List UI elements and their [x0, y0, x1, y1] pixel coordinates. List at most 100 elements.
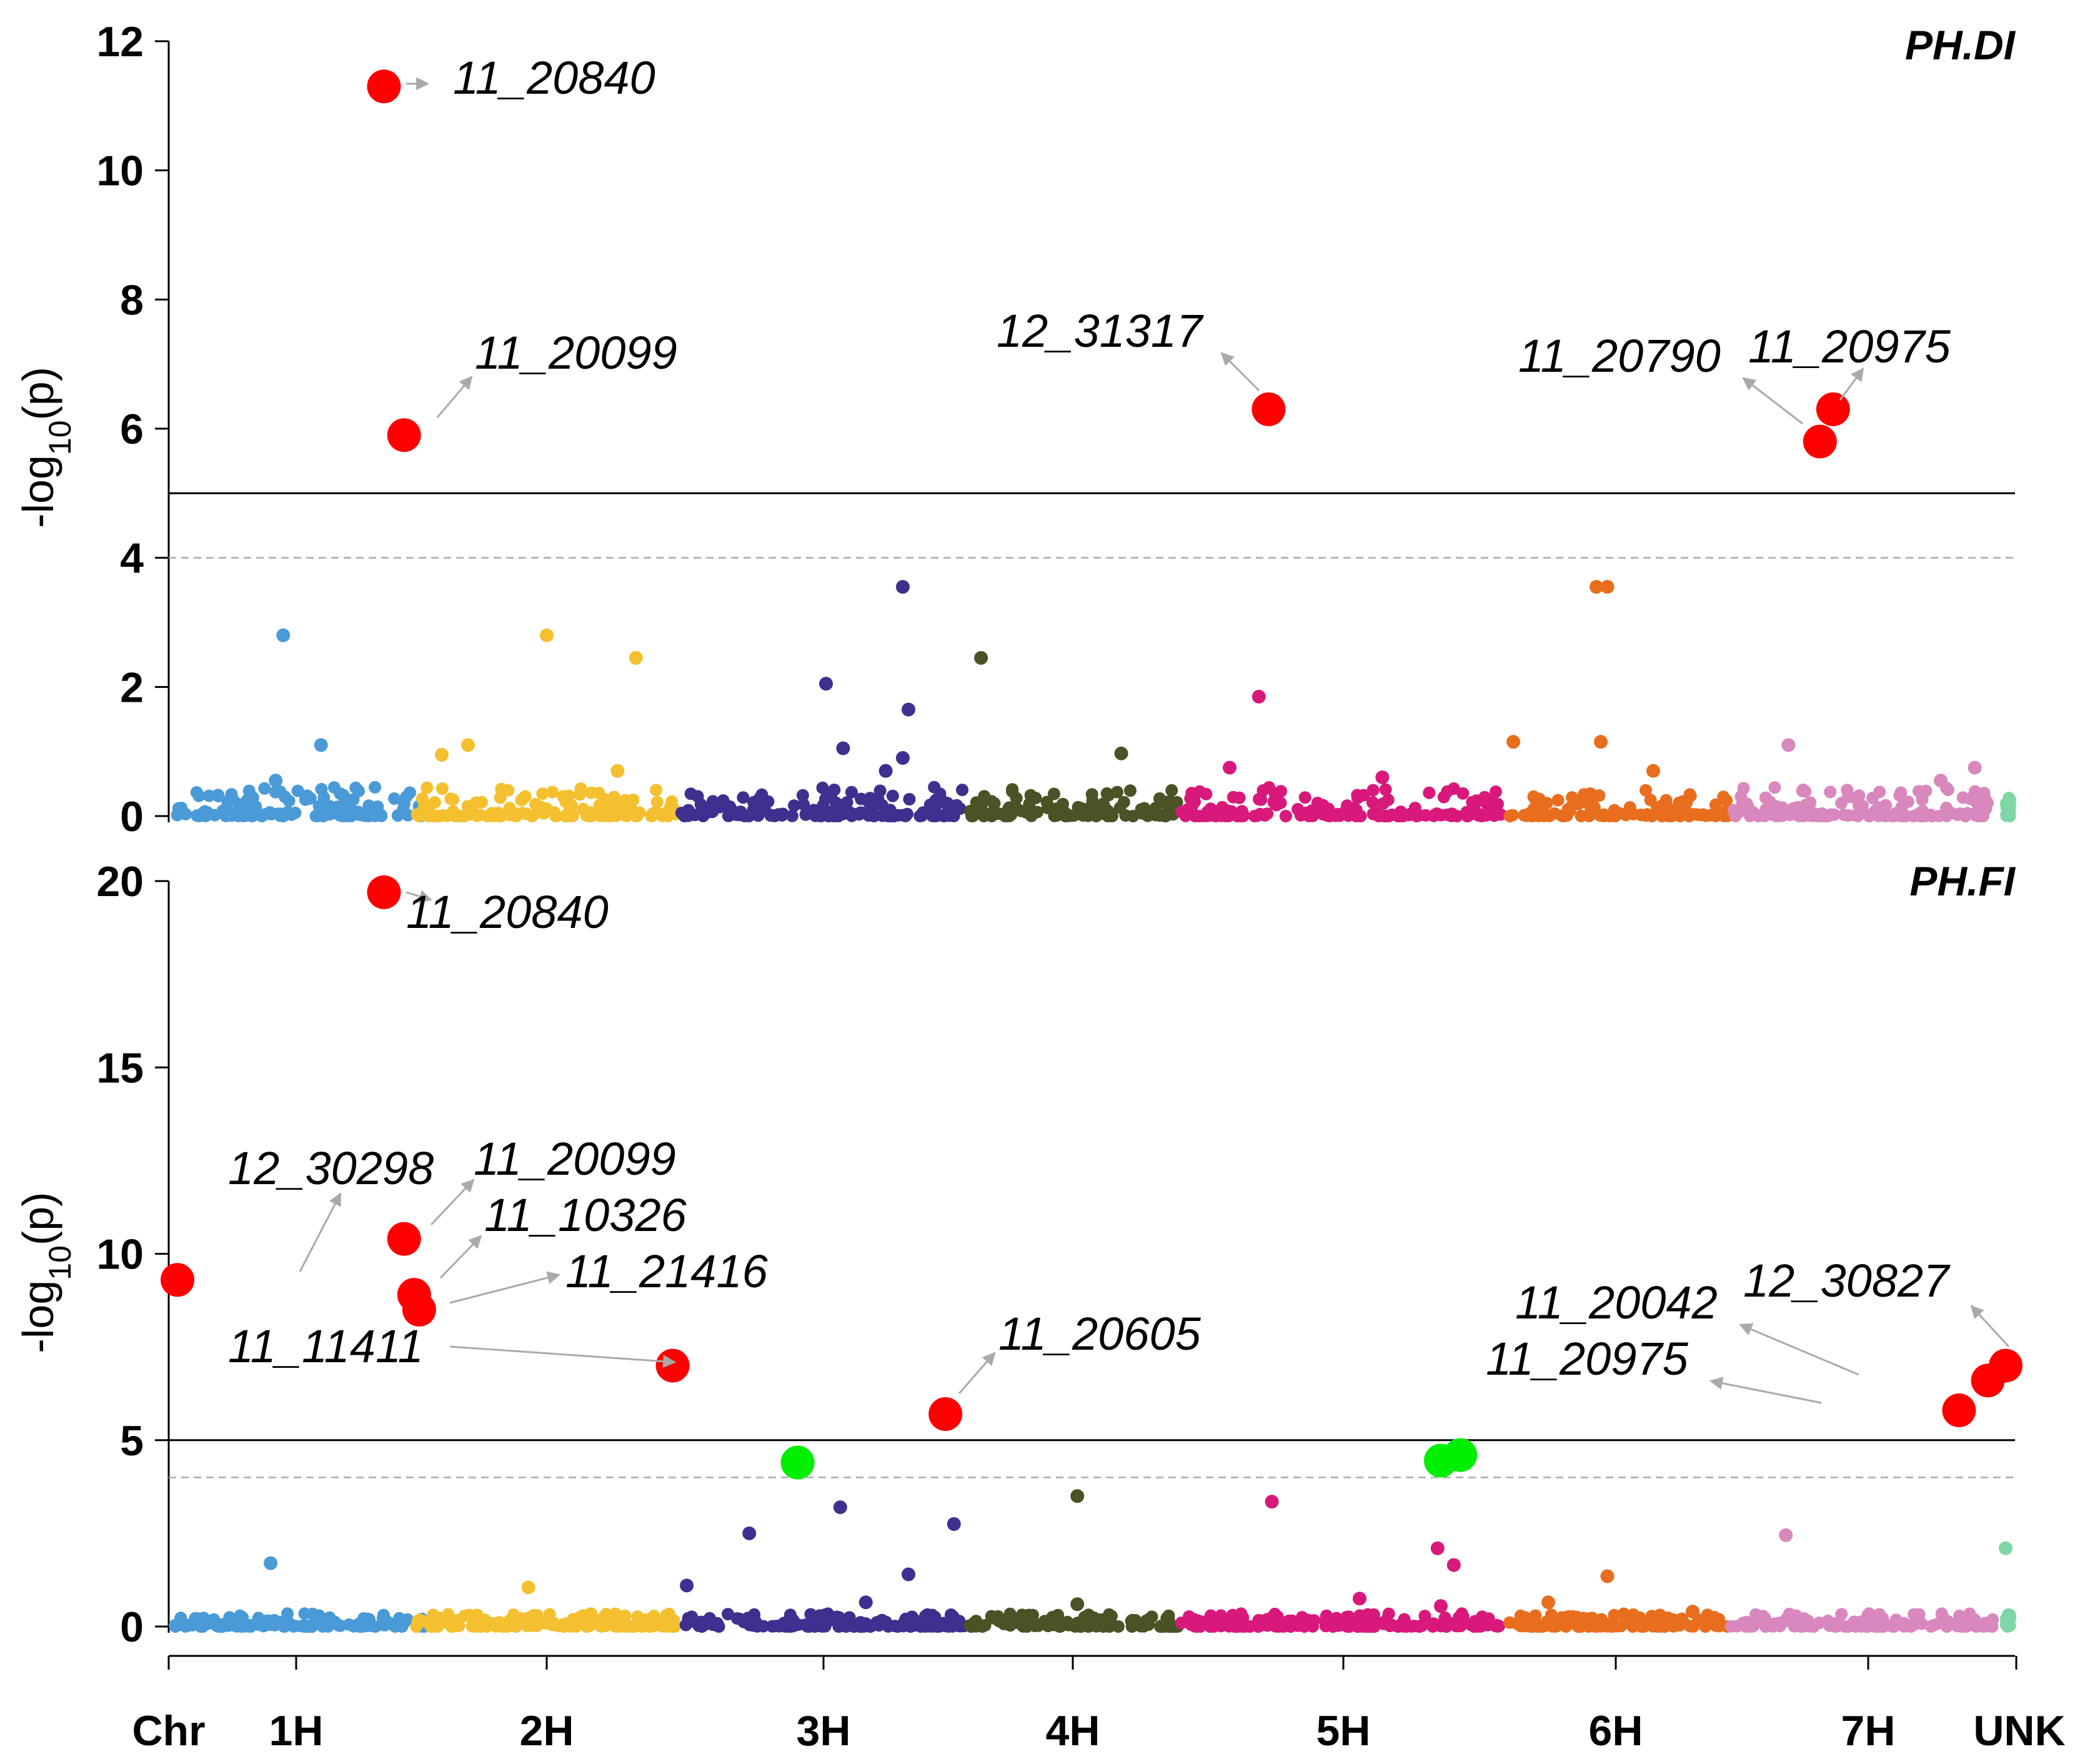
- baseline-point: [1863, 809, 1876, 822]
- baseline-point: [489, 1620, 502, 1633]
- baseline-point: [737, 791, 750, 804]
- baseline-point: [503, 809, 516, 822]
- baseline-point: [1366, 796, 1379, 809]
- panel-ph-di: 0 2 4 6 8 10 12 -log10(p) PH.DI 11_20840 11_20099 1…: [14, 18, 2017, 840]
- baseline-point: [1588, 790, 1601, 804]
- baseline-point: [856, 806, 869, 819]
- baseline-point: [1296, 1611, 1308, 1624]
- baseline-point: [788, 799, 800, 812]
- baseline-point: [753, 792, 766, 805]
- baseline-point: [440, 1611, 453, 1624]
- baseline-point: [1005, 808, 1018, 821]
- baseline-point: [445, 1620, 458, 1633]
- baseline-point: [337, 789, 350, 802]
- baseline-point: [1550, 1620, 1563, 1633]
- baseline-point: [1341, 799, 1353, 812]
- baseline-point: [805, 1618, 818, 1632]
- baseline-point: [1040, 795, 1053, 809]
- baseline-point: [1799, 785, 1812, 798]
- baseline-point: [997, 1617, 1010, 1630]
- label-arrow: [958, 1352, 996, 1394]
- baseline-point: [219, 809, 232, 822]
- label-arrow: [439, 1235, 482, 1279]
- baseline-point: [843, 806, 857, 819]
- label-arrow: [299, 1192, 342, 1272]
- snp-point: [461, 738, 475, 752]
- snp-point: [1430, 1541, 1445, 1555]
- snp-point: [1594, 735, 1608, 749]
- snp-point: [264, 1556, 278, 1570]
- baseline-point: [845, 785, 858, 799]
- baseline-point: [388, 792, 401, 805]
- baseline-point: [757, 1620, 770, 1633]
- baseline-point: [819, 792, 832, 805]
- baseline-point: [302, 1620, 315, 1633]
- snp-point: [1541, 1595, 1555, 1610]
- baseline-point: [1620, 1617, 1633, 1629]
- baseline-point: [747, 804, 760, 817]
- snp-point: [1353, 1592, 1366, 1606]
- baseline-point: [594, 1620, 607, 1633]
- label-arrow: [406, 890, 433, 903]
- snp-point: [610, 764, 625, 778]
- baseline-point: [1956, 791, 1969, 804]
- baseline-point: [1450, 1620, 1463, 1633]
- baseline-point: [1193, 785, 1206, 798]
- baseline-point: [1423, 786, 1436, 799]
- baseline-point: [411, 808, 424, 821]
- baseline-point: [574, 782, 587, 795]
- baseline-point: [882, 810, 895, 822]
- baseline-point: [1744, 806, 1757, 819]
- baseline-point: [1380, 1613, 1393, 1627]
- baseline-point: [291, 784, 304, 797]
- baseline-point: [1204, 1609, 1217, 1622]
- baseline-point: [569, 1620, 582, 1633]
- snp-point: [540, 628, 554, 642]
- snp-point: [680, 1578, 694, 1593]
- snp-point: [629, 650, 643, 665]
- baseline-point: [722, 1608, 734, 1621]
- baseline-point: [711, 1617, 724, 1630]
- baseline-point: [695, 1620, 709, 1633]
- baseline-point: [585, 1607, 597, 1620]
- baseline-point: [1237, 809, 1250, 822]
- baseline-point: [319, 802, 332, 815]
- snp-point: [269, 774, 283, 788]
- baseline-point: [1597, 808, 1610, 821]
- baseline-point: [525, 810, 539, 822]
- baseline-point: [1263, 781, 1276, 794]
- baseline-point: [776, 807, 789, 820]
- baseline-point: [1780, 1612, 1793, 1625]
- baseline-point: [1527, 790, 1540, 803]
- baseline-point: [777, 1617, 790, 1630]
- hit-point: [1816, 392, 1850, 426]
- baseline-point: [1835, 1608, 1848, 1621]
- baseline-point: [1941, 784, 1954, 796]
- baseline-point: [1789, 1618, 1803, 1631]
- baseline-point: [1277, 1620, 1290, 1633]
- baseline-point: [2003, 794, 2016, 807]
- baseline-point: [630, 810, 642, 822]
- snp-point: [1375, 770, 1390, 784]
- baseline-point: [917, 1618, 930, 1631]
- snp-label: 11_20605: [998, 1308, 1202, 1360]
- baseline-point: [1018, 1619, 1032, 1632]
- baseline-point: [630, 1620, 643, 1633]
- snp-point: [833, 1500, 847, 1515]
- baseline-point: [1940, 1620, 1953, 1633]
- x-tick-label: 1H: [269, 1707, 324, 1755]
- hit-point: [928, 1397, 963, 1431]
- baseline-point: [985, 810, 998, 822]
- baseline-point: [1696, 808, 1709, 821]
- baseline-point: [1155, 1620, 1168, 1633]
- baseline-point: [1551, 794, 1565, 807]
- baseline-point: [1557, 810, 1570, 822]
- baseline-point: [562, 789, 575, 802]
- baseline-point: [1592, 1620, 1605, 1633]
- baseline-point: [1711, 1617, 1724, 1630]
- baseline-point: [1884, 1619, 1898, 1632]
- baseline-point: [431, 1620, 444, 1633]
- baseline-point: [678, 810, 691, 822]
- baseline-point: [724, 809, 737, 822]
- baseline-point: [1078, 804, 1092, 817]
